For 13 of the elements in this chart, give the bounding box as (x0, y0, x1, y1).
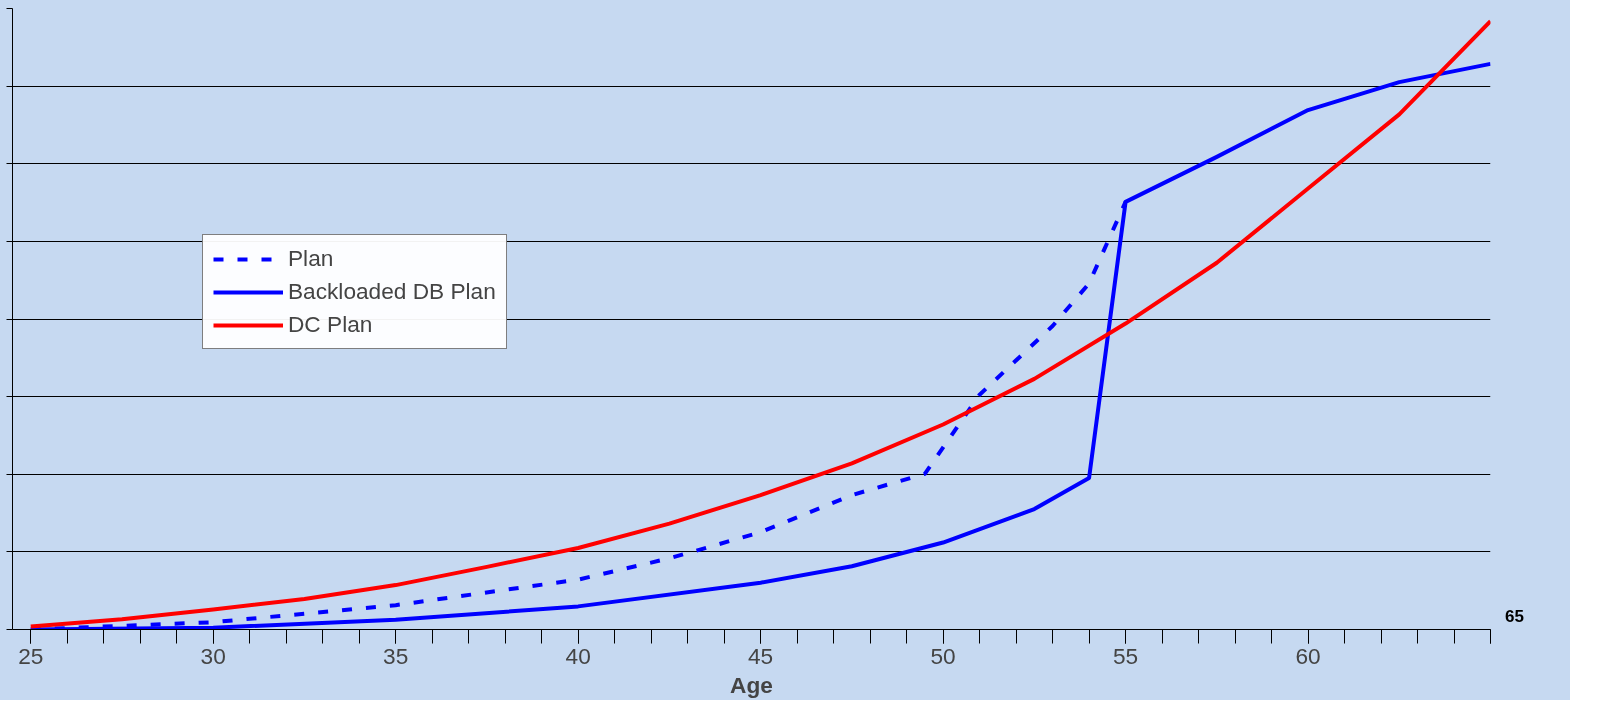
x-tick-label: 25 (18, 642, 44, 669)
x-tick-label: 45 (748, 642, 774, 669)
legend-label: Plan (288, 245, 334, 272)
x-axis-title: Age (730, 671, 773, 698)
legend-label: DC Plan (288, 311, 373, 338)
x-tick-label: 60 (1295, 642, 1321, 669)
legend-label: Backloaded DB Plan (288, 278, 496, 305)
x-tick-label: 30 (200, 642, 226, 669)
x-tick-label: 40 (565, 642, 591, 669)
text: 65 (1505, 606, 1524, 628)
x-tick-label: 35 (383, 642, 409, 669)
x-tick-label: 55 (1112, 642, 1139, 669)
x-tick-label: 50 (930, 642, 956, 669)
